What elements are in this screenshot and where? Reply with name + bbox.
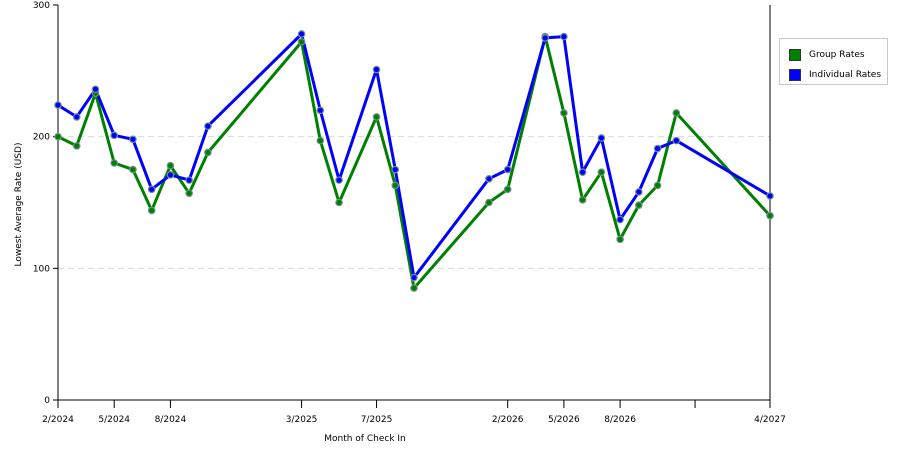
point-individual-rates-1-2026 — [485, 175, 493, 183]
x-tick-label-7-2025: 7/2025 — [361, 415, 393, 425]
point-group-rates-7-2026 — [597, 168, 606, 177]
legend-swatch-group-rates — [789, 49, 801, 61]
point-group-rates-8-2026 — [616, 235, 624, 244]
point-individual-rates-9-2026 — [635, 188, 643, 196]
point-individual-rates-7-2026 — [597, 134, 606, 142]
x-tick-label-3-2025: 3/2025 — [286, 415, 318, 425]
point-individual-rates-2-2026 — [503, 165, 512, 174]
point-group-rates-3-2024 — [72, 142, 81, 150]
point-individual-rates-3-2024 — [72, 113, 81, 121]
legend-swatch-individual-rates — [789, 69, 801, 81]
y-tick-label-200: 200 — [33, 133, 50, 143]
plot-area — [58, 5, 770, 400]
series-line-individual-rates — [57, 32, 771, 280]
legend-item-group-rates: Group Rates — [789, 48, 865, 62]
point-group-rates-5-2026 — [560, 109, 568, 117]
point-group-rates-10-2026 — [653, 181, 662, 190]
point-group-rates-4-2027 — [766, 211, 774, 220]
point-group-rates-11-2026 — [672, 109, 681, 117]
point-individual-rates-5-2025 — [335, 176, 343, 184]
x-tick-label-5-2024: 5/2024 — [98, 415, 130, 425]
point-individual-rates-4-2024 — [91, 85, 100, 94]
y-axis-title: Lowest Average Rate (USD) — [14, 143, 24, 267]
point-individual-rates-5-2026 — [560, 32, 568, 41]
y-tick-label-0: 0 — [44, 396, 50, 406]
point-group-rates-8-2025 — [391, 181, 400, 190]
point-individual-rates-7-2025 — [372, 65, 381, 74]
x-tick-label-8-2026: 8/2026 — [604, 415, 636, 425]
point-individual-rates-6-2024 — [129, 135, 137, 144]
point-individual-rates-5-2024 — [110, 131, 119, 140]
point-individual-rates-8-2026 — [616, 215, 624, 224]
point-group-rates-2-2024 — [54, 132, 62, 141]
point-individual-rates-9-2025 — [410, 273, 418, 282]
y-tick-label-300: 300 — [33, 1, 50, 11]
point-individual-rates-3-2025 — [297, 30, 306, 38]
point-individual-rates-9-2024 — [185, 176, 193, 184]
series-line-group-rates — [57, 35, 772, 290]
legend-label-individual-rates: Individual Rates — [809, 70, 882, 80]
point-group-rates-4-2025 — [316, 136, 325, 145]
x-tick-label-4-2027: 4/2027 — [754, 415, 786, 425]
x-tick-label-5-2026: 5/2026 — [548, 415, 580, 425]
point-individual-rates-7-2024 — [147, 185, 156, 194]
point-group-rates-7-2025 — [372, 113, 381, 121]
x-tick-label-8-2024: 8/2024 — [155, 415, 187, 425]
legend-label-group-rates: Group Rates — [809, 50, 865, 60]
point-group-rates-9-2025 — [410, 284, 418, 292]
point-group-rates-9-2024 — [185, 189, 193, 198]
point-individual-rates-4-2026 — [541, 34, 549, 42]
point-individual-rates-8-2025 — [391, 165, 400, 174]
point-individual-rates-2-2024 — [54, 101, 62, 109]
point-individual-rates-6-2026 — [578, 168, 587, 177]
point-group-rates-10-2024 — [204, 148, 212, 157]
y-tick-label-100: 100 — [33, 264, 50, 274]
point-individual-rates-10-2024 — [204, 122, 212, 130]
point-individual-rates-8-2024 — [166, 171, 175, 179]
legend: Group Rates Individual Rates — [779, 38, 888, 85]
point-group-rates-7-2024 — [147, 206, 156, 215]
point-group-rates-5-2025 — [335, 198, 343, 207]
point-individual-rates-11-2026 — [672, 136, 681, 145]
point-group-rates-5-2024 — [110, 159, 119, 167]
x-axis-title: Month of Check In — [324, 434, 406, 444]
point-group-rates-6-2024 — [129, 165, 137, 174]
x-tick-label-2-2024: 2/2024 — [42, 415, 74, 425]
point-individual-rates-4-2025 — [316, 106, 325, 115]
point-group-rates-1-2026 — [485, 198, 493, 207]
point-group-rates-2-2026 — [503, 185, 512, 194]
point-group-rates-8-2024 — [166, 161, 175, 170]
point-group-rates-6-2026 — [578, 196, 587, 204]
point-individual-rates-4-2027 — [766, 192, 774, 200]
point-group-rates-9-2026 — [635, 201, 643, 209]
point-group-rates-3-2025 — [297, 38, 306, 46]
legend-item-individual-rates: Individual Rates — [789, 68, 881, 82]
point-individual-rates-10-2026 — [653, 144, 662, 153]
x-tick-label-2-2026: 2/2026 — [492, 415, 524, 425]
